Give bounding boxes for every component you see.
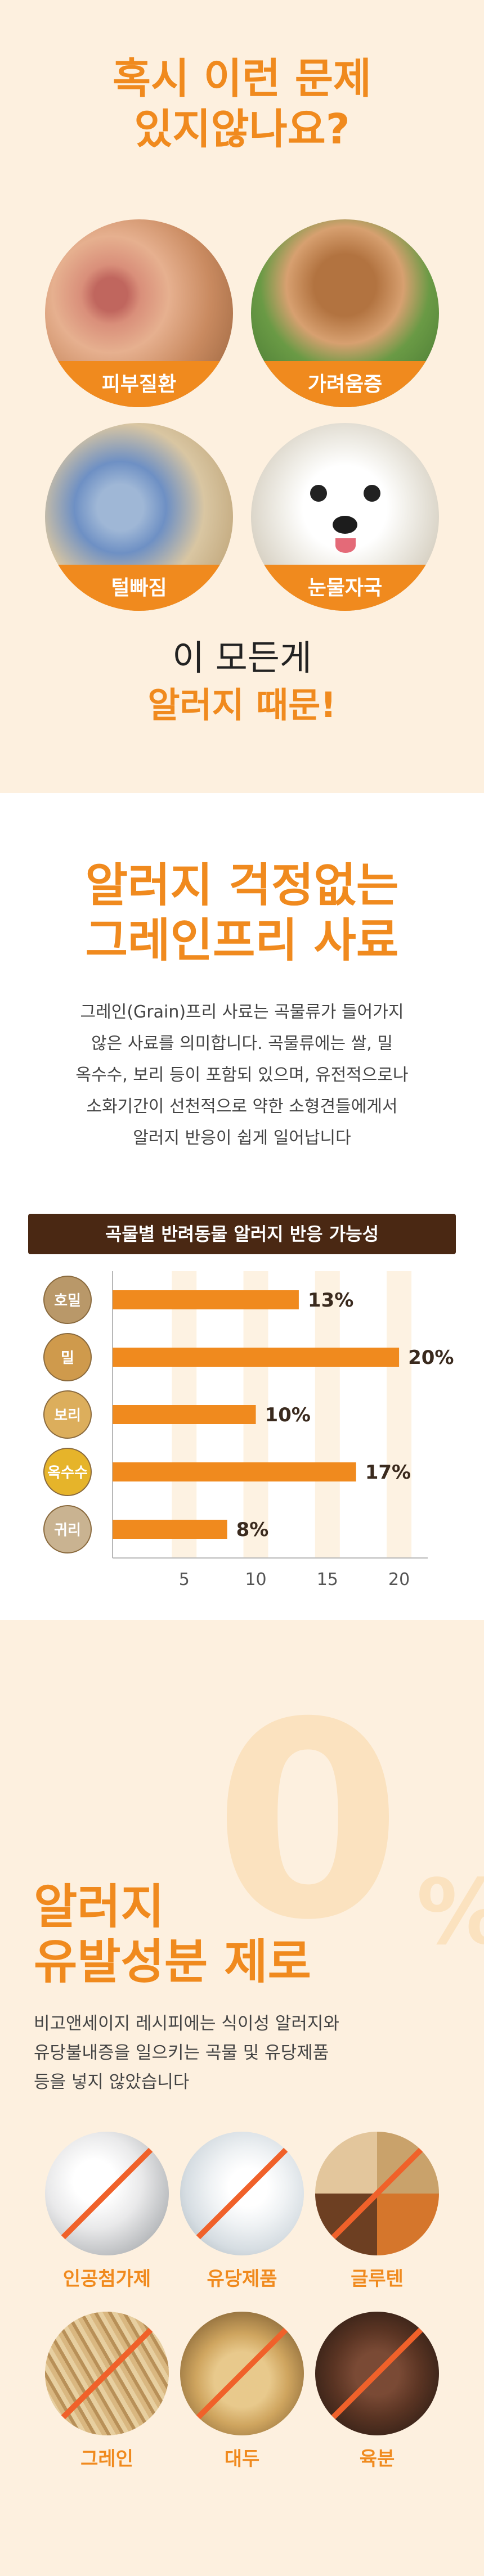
no-slash-icon <box>180 2132 304 2255</box>
dairy-photo <box>180 2132 304 2255</box>
x-tick-label: 20 <box>388 1570 410 1589</box>
problem-card-tear-stain: 눈물자국 <box>251 423 439 611</box>
dog-nose-icon <box>333 516 357 534</box>
category-label: 보리 <box>54 1407 81 1424</box>
zero-title-line2: 유발성분 제로 <box>34 1934 311 1989</box>
bar <box>113 1520 227 1539</box>
problems-title-line1: 혹시 이런 문제 <box>112 55 371 103</box>
label-band <box>45 361 233 407</box>
zero-title-line1: 알러지 <box>34 1879 164 1934</box>
soybean-photo <box>180 2312 304 2435</box>
grain-free-body-line: 소화기간이 선천적으로 약한 소형견들에게서 <box>86 1097 398 1116</box>
chart-title: 곡물별 반려동물 알러지 반응 가능성 <box>105 1223 379 1245</box>
grid-stripe <box>315 1271 340 1558</box>
no-slash-icon <box>45 2312 169 2435</box>
ingredient-label: 글루텐 <box>351 2268 404 2290</box>
cause-line2: 알러지 때문! <box>147 684 337 726</box>
zero-body-line: 등을 넣지 않았습니다 <box>34 2072 190 2092</box>
bar-value-label: 8% <box>236 1519 269 1541</box>
allergy-bar-chart: 5 10 15 20 호밀 13% 밀 20% 보리 10% 옥수수 17% 귀리 8% <box>43 1271 454 1589</box>
grain-free-body-line: 알러지 반응이 쉽게 일어납니다 <box>133 1128 351 1148</box>
problem-label: 털빠짐 <box>111 577 167 600</box>
no-slash-icon <box>315 2312 439 2435</box>
problem-label: 가려움증 <box>307 373 383 396</box>
big-percent-watermark: % <box>416 1867 484 1957</box>
grid-stripe <box>387 1271 412 1558</box>
bar <box>113 1405 256 1424</box>
problem-card-itch: 가려움증 <box>251 219 439 407</box>
cause-line1: 이 모든게 <box>172 637 312 678</box>
label-band <box>251 565 439 611</box>
bar <box>113 1290 299 1309</box>
no-slash-icon <box>180 2312 304 2435</box>
problem-label: 눈물자국 <box>307 577 383 600</box>
ingredient-label: 대두 <box>224 2448 260 2470</box>
zero-body-line: 유당불내증을 일으키는 곡물 및 유당제품 <box>34 2043 329 2063</box>
bar <box>113 1462 356 1481</box>
ingredient-label: 육분 <box>359 2448 395 2470</box>
dog-tongue-icon <box>335 538 356 553</box>
bar-value-label: 10% <box>265 1404 311 1426</box>
problem-card-shedding: 털빠짐 <box>45 423 233 611</box>
grain-free-title-line2: 그레인프리 사료 <box>85 914 399 967</box>
category-label: 옥수수 <box>47 1465 88 1481</box>
dog-eye-icon <box>310 485 327 502</box>
dog-eye-icon <box>364 485 380 502</box>
category-label: 호밀 <box>54 1292 81 1309</box>
bar <box>113 1348 400 1367</box>
grain-icon <box>44 1391 91 1438</box>
chart-title-bar: 곡물별 반려동물 알러지 반응 가능성 <box>28 1214 456 1254</box>
grain-icon-ring <box>43 1505 92 1553</box>
no-slash-icon <box>315 2132 439 2255</box>
bar-value-label: 17% <box>365 1461 411 1484</box>
gluten-photo <box>315 2132 439 2255</box>
grain-photo <box>45 2312 169 2435</box>
label-band <box>251 361 439 407</box>
grain-free-body-line: 않은 사료를 의미합니다. 곡물류에는 쌀, 밀 <box>91 1034 393 1053</box>
problem-card-skin: 피부질환 <box>45 219 233 407</box>
no-slash-icon <box>45 2132 169 2255</box>
grain-free-body-line: 옥수수, 보리 등이 포함되 있으며, 유전적으로나 <box>75 1065 409 1085</box>
grain-icon-ring <box>43 1333 92 1381</box>
zero-body-line: 비고앤세이지 레시피에는 식이성 알러지와 <box>34 2014 339 2034</box>
label-band <box>45 565 233 611</box>
ingredient-label: 유당제품 <box>207 2268 277 2290</box>
grain-free-body-line: 그레인(Grain)프리 사료는 곡물류가 들어가지 <box>80 1002 404 1022</box>
grain-icon <box>44 1334 91 1381</box>
grain-icon-ring <box>43 1448 92 1496</box>
grain-icon <box>44 1448 91 1496</box>
grain-free-title-line1: 알러지 걱정없는 <box>85 859 399 912</box>
bar-value-label: 20% <box>408 1346 454 1369</box>
ingredient-label: 그레인 <box>80 2448 133 2470</box>
problem-label: 피부질환 <box>101 373 177 396</box>
ingredient-label: 인공첨가제 <box>62 2268 151 2290</box>
meat-meal-photo <box>315 2312 439 2435</box>
grain-icon-ring <box>43 1390 92 1439</box>
category-label: 귀리 <box>54 1522 81 1539</box>
bar-value-label: 13% <box>308 1289 353 1312</box>
x-tick-label: 15 <box>317 1570 338 1589</box>
grain-icon <box>44 1506 91 1553</box>
problems-title-line2: 있지않나요? <box>134 105 350 154</box>
grain-icon-ring <box>43 1276 92 1324</box>
x-tick-label: 5 <box>179 1570 190 1589</box>
grain-icon <box>44 1276 91 1323</box>
problems-section: 혹시 이런 문제 있지않나요? 피부질환 가려움증 털빠짐 눈물자국 이 모든게… <box>0 0 484 793</box>
big-zero-watermark: 0 <box>214 1665 402 1979</box>
category-label: 밀 <box>61 1350 74 1367</box>
x-tick-label: 10 <box>245 1570 266 1589</box>
artificial-additive-photo <box>45 2132 169 2255</box>
